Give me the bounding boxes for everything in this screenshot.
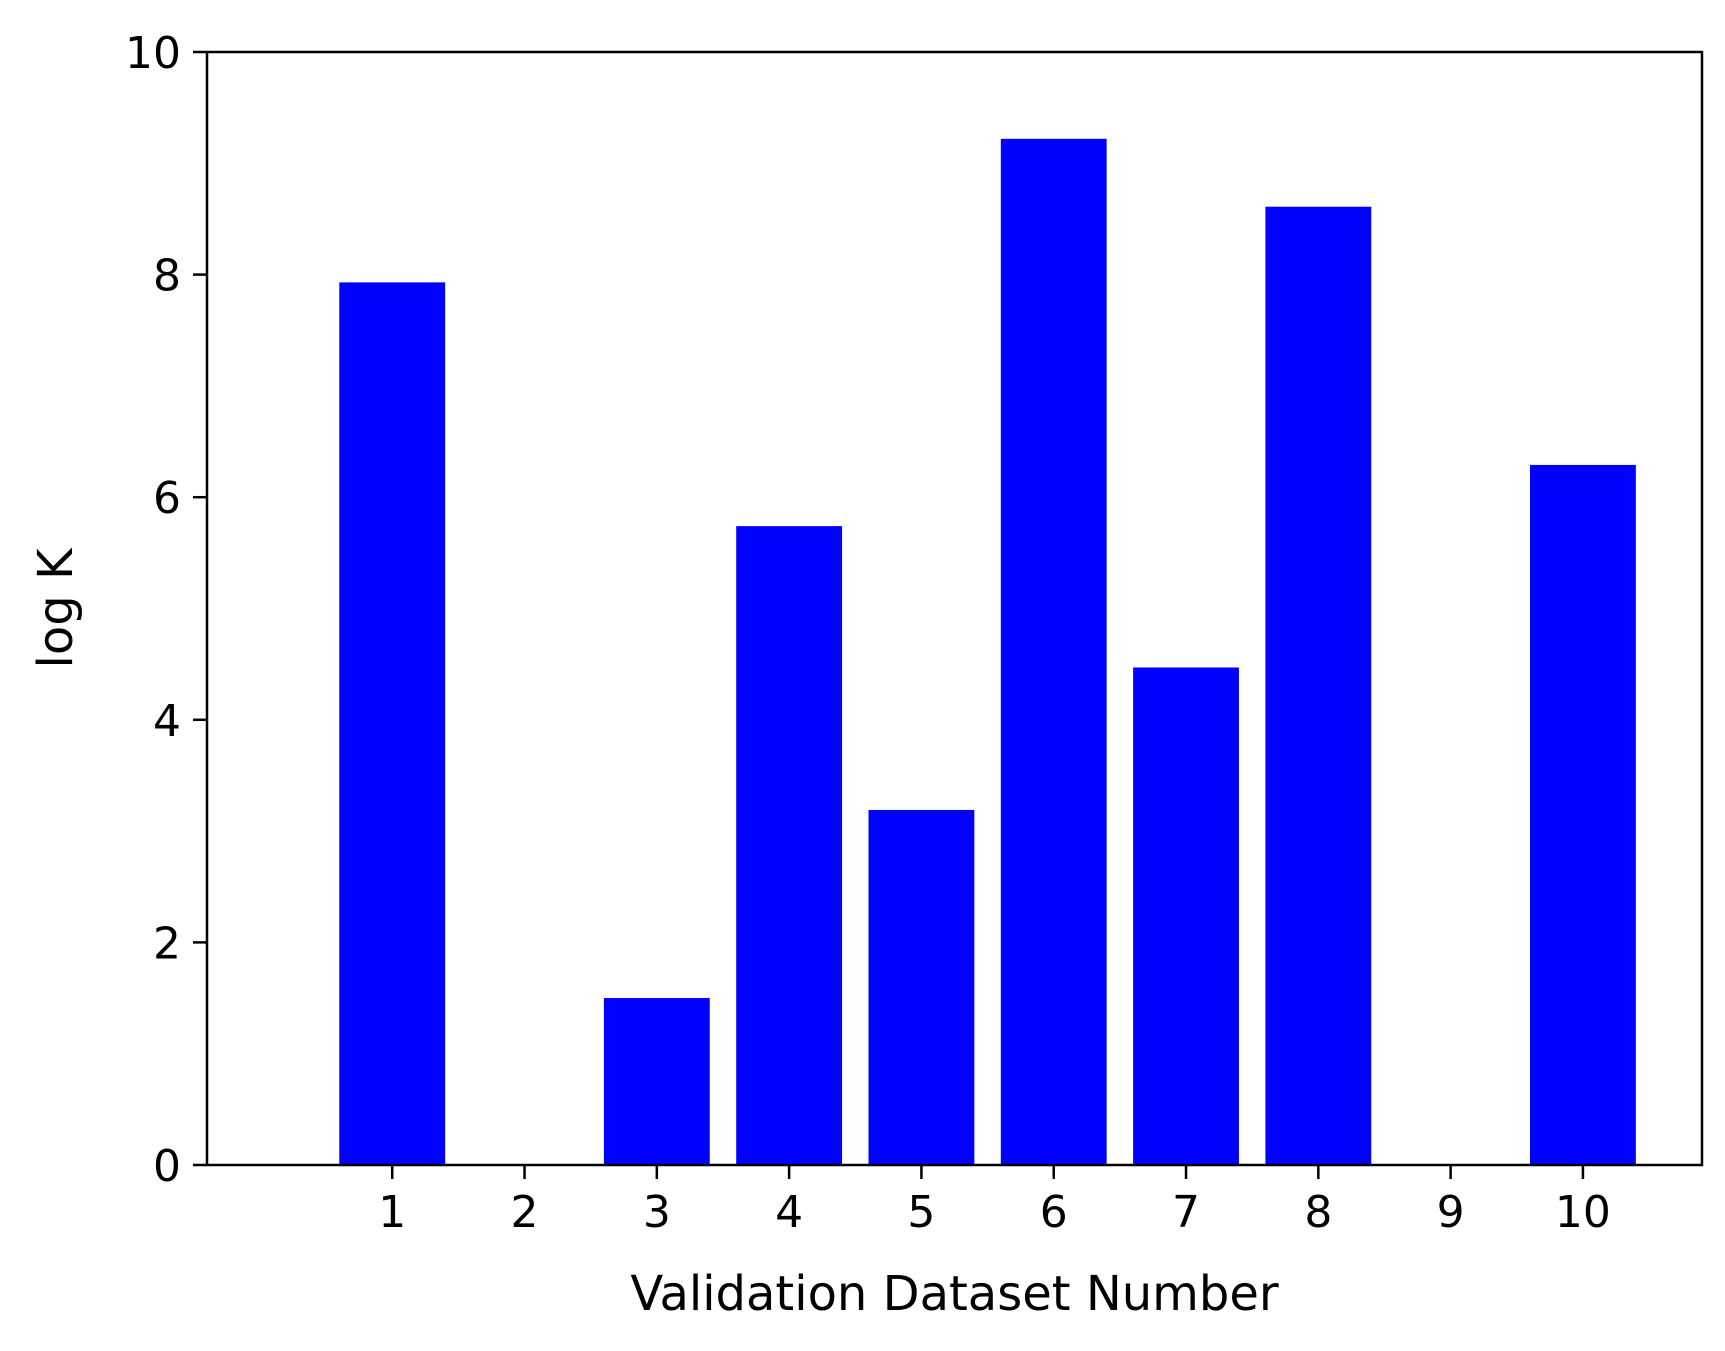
bars-group [339,138,1636,1166]
y-tick-label: 6 [153,473,181,524]
x-tick-label: 8 [1304,1187,1332,1238]
y-axis-label: log K [28,547,84,668]
x-tick-label: 10 [1555,1187,1611,1238]
y-tick-label: 8 [153,251,181,302]
x-axis-label: Validation Dataset Number [630,1266,1279,1322]
bar-5 [868,809,975,1165]
x-tick-label: 9 [1437,1187,1465,1238]
x-tick-label: 5 [907,1187,935,1238]
y-tick-label: 4 [153,696,181,747]
x-tick-label: 7 [1172,1187,1200,1238]
x-tick-label: 4 [775,1187,803,1238]
y-tick-label: 10 [125,28,181,79]
bar-8 [1265,206,1372,1165]
bar-7 [1133,667,1239,1165]
x-tick-label: 3 [643,1187,671,1238]
x-tick-label: 6 [1040,1187,1068,1238]
bar-3 [603,998,710,1165]
x-tick-label: 2 [511,1187,539,1238]
bar-4 [736,526,843,1165]
bar-1 [339,282,446,1165]
y-tick-label: 0 [153,1141,181,1192]
x-tick-label: 1 [378,1187,406,1238]
y-axis-ticks: 0 2 4 6 8 10 [125,28,207,1192]
bar-6 [1000,138,1107,1166]
x-axis-ticks: 1 2 3 4 5 6 7 8 9 10 [378,1165,1611,1238]
bar-10 [1530,464,1636,1166]
y-tick-label: 2 [153,918,181,969]
plot-frame [205,50,1704,1167]
